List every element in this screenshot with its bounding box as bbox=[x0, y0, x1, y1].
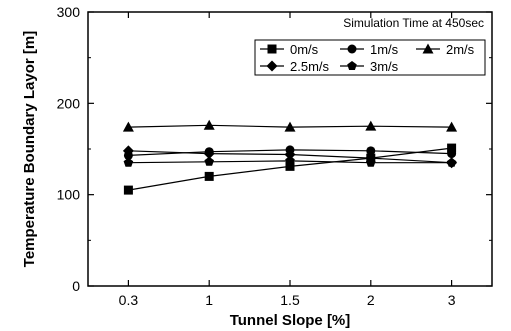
data-point-2m/s bbox=[284, 121, 296, 132]
legend-marker bbox=[347, 61, 357, 70]
x-axis-title: Tunnel Slope [%] bbox=[230, 312, 351, 329]
data-point-0m/s bbox=[447, 143, 457, 153]
x-tick-label: 0.3 bbox=[119, 292, 139, 308]
legend-marker bbox=[347, 44, 357, 54]
data-point-3m/s bbox=[204, 156, 214, 166]
legend-marker bbox=[267, 44, 277, 54]
data-point-3m/s bbox=[366, 157, 376, 167]
data-point-2m/s bbox=[203, 119, 215, 130]
series-markers bbox=[122, 119, 458, 195]
axis-ticks: 0 100 200 300 0.3 1 1.5 2 3 bbox=[57, 4, 492, 308]
data-point-2.5m/s bbox=[122, 145, 134, 157]
legend-marker bbox=[266, 60, 278, 72]
data-point-2m/s bbox=[365, 120, 377, 131]
legend-label: 1m/s bbox=[370, 42, 399, 57]
y-tick-label: 300 bbox=[57, 4, 81, 20]
data-point-2m/s bbox=[446, 121, 458, 132]
legend-label: 2m/s bbox=[446, 42, 475, 57]
y-tick-label: 100 bbox=[57, 187, 81, 203]
legend-entries: 0m/s 1m/s 2m/s 2.5m/s 3m/s bbox=[260, 42, 475, 74]
legend bbox=[254, 39, 486, 76]
data-point-0m/s bbox=[123, 185, 133, 195]
data-point-2m/s bbox=[122, 121, 134, 132]
x-tick-label: 2 bbox=[367, 292, 375, 308]
legend-marker bbox=[422, 43, 434, 54]
chart-annotation: Simulation Time at 450sec bbox=[343, 16, 484, 30]
x-tick-label: 3 bbox=[448, 292, 456, 308]
legend-label: 3m/s bbox=[370, 59, 399, 74]
data-point-1m/s bbox=[447, 149, 457, 159]
data-point-3m/s bbox=[285, 155, 295, 165]
y-tick-label: 200 bbox=[57, 95, 81, 111]
data-point-2.5m/s bbox=[203, 148, 215, 160]
y-axis-title: Temperature Boundary Layor [m] bbox=[21, 31, 38, 267]
x-tick-label: 1.5 bbox=[280, 292, 300, 308]
data-point-0m/s bbox=[204, 171, 214, 181]
y-tick-label: 0 bbox=[72, 278, 80, 294]
data-point-2.5m/s bbox=[284, 148, 296, 160]
data-point-3m/s bbox=[123, 157, 134, 167]
data-point-3m/s bbox=[446, 157, 457, 167]
legend-label: 2.5m/s bbox=[290, 59, 330, 74]
x-tick-label: 1 bbox=[205, 292, 213, 308]
data-point-0m/s bbox=[285, 161, 295, 171]
data-point-1m/s bbox=[366, 146, 376, 156]
legend-label: 0m/s bbox=[290, 42, 319, 57]
